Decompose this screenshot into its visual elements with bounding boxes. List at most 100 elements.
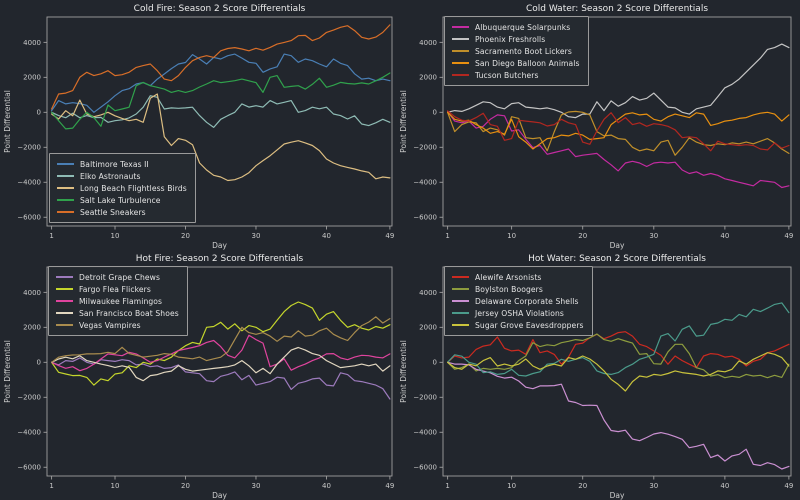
series-line-detroit-grape-chews: [50, 357, 391, 400]
x-tick-label: 10: [507, 232, 516, 240]
legend-swatch-line-icon: [452, 288, 469, 290]
legend-swatch-line-icon: [452, 312, 469, 314]
series-line-baltimore-texas-ii: [50, 53, 391, 113]
chart-hot-fire: −6000 −4000 −2000 0 2000 4000 1 10 20 30 40 49 Hot F…: [0, 250, 400, 500]
legend-item: Sacramento Boot Lickers: [452, 45, 580, 57]
legend-item: Boylston Boogers: [452, 283, 584, 295]
legend-item: Jersey OSHA Violations: [452, 307, 584, 319]
chart-title: Hot Water: Season 2 Score Differentials: [528, 254, 706, 264]
series-line-long-beach-flightless-birds: [50, 93, 391, 182]
x-tick-label: 30: [649, 482, 658, 490]
legend-item: Tucson Butchers: [452, 69, 580, 81]
axes-frame: [46, 16, 393, 227]
hot-water-plot: −6000 −4000 −2000 0 2000 4000 1 10 20 30 40 49 Hot W…: [400, 254, 793, 500]
y-tick-label: −6000: [413, 464, 437, 472]
x-tick-label: 10: [507, 482, 516, 490]
series-line-delaware-corporate-shells: [446, 361, 790, 470]
legend-swatch-line-icon: [57, 187, 74, 189]
series-line-sugar-grove-eavesdroppers: [446, 352, 790, 392]
y-tick-label: 2000: [23, 74, 41, 82]
x-tick-label: 1: [445, 232, 449, 240]
series-line-vegas-vampires: [50, 316, 391, 363]
legend-swatch-line-icon: [56, 324, 73, 326]
chart-title: Cold Fire: Season 2 Score Differentials: [134, 4, 306, 14]
legend-item: Albuquerque Solarpunks: [452, 21, 580, 33]
series-line-elko-astronauts: [50, 95, 391, 129]
y-tick-label: 4000: [23, 39, 41, 47]
legend-item: Delaware Corporate Shells: [452, 295, 584, 307]
legend-swatch-line-icon: [452, 26, 469, 28]
y-tick-label: −4000: [17, 179, 41, 187]
x-tick-label: 20: [181, 482, 190, 490]
legend-label: Alewife Arsonists: [475, 272, 542, 282]
y-tick-label: −2000: [17, 144, 41, 152]
legend-item: San Francisco Boat Shoes: [56, 307, 179, 319]
legend-label: Boylston Boogers: [475, 284, 543, 294]
y-tick-label: −4000: [413, 429, 437, 437]
x-tick-label: 40: [720, 482, 729, 490]
x-tick-label: 10: [111, 482, 120, 490]
series-line-alewife-arsonists: [446, 331, 790, 369]
y-tick-label: −6000: [17, 214, 41, 222]
y-tick-label: 4000: [419, 289, 437, 297]
legend-swatch-line-icon: [56, 288, 73, 290]
legend-swatch-line-icon: [452, 38, 469, 40]
x-tick-label: 1: [445, 482, 449, 490]
axes-frame: [442, 16, 792, 227]
legend-item: Vegas Vampires: [56, 319, 179, 331]
y-tick-label: −2000: [413, 144, 437, 152]
x-axis-label: Day: [610, 241, 625, 250]
legend-label: Albuquerque Solarpunks: [475, 22, 571, 32]
x-tick-label: 20: [181, 232, 190, 240]
legend-item: Seattle Sneakers: [57, 206, 187, 218]
legend-item: San Diego Balloon Animals: [452, 57, 580, 69]
legend-label: Fargo Flea Flickers: [79, 284, 151, 294]
x-tick-label: 49: [784, 482, 793, 490]
y-tick-label: −6000: [17, 464, 41, 472]
series-line-boylston-boogers: [446, 333, 790, 379]
series-line-milwaukee-flamingos: [50, 334, 391, 372]
legend-item: Fargo Flea Flickers: [56, 283, 179, 295]
legend-item: Sugar Grove Eavesdroppers: [452, 319, 584, 331]
x-tick-label: 49: [385, 482, 394, 490]
axes-frame: [46, 266, 393, 477]
legend-item: Detroit Grape Chews: [56, 271, 179, 283]
legend-label: Baltimore Texas II: [80, 159, 149, 169]
legend: Alewife Arsonists Boylston Boogers Delawar…: [444, 266, 593, 336]
y-tick-label: 2000: [419, 74, 437, 82]
cold-fire-plot: −6000 −4000 −2000 0 2000 4000 1 10 20 30 40 49 Cold …: [3, 4, 394, 250]
chart-cold-water: −6000 −4000 −2000 0 2000 4000 1 10 20 30 40 49 Cold …: [400, 0, 800, 250]
y-tick-label: 0: [433, 359, 437, 367]
legend-item: Elko Astronauts: [57, 170, 187, 182]
x-tick-label: 20: [578, 232, 587, 240]
legend-item: Milwaukee Flamingos: [56, 295, 179, 307]
legend-swatch-line-icon: [452, 300, 469, 302]
x-tick-label: 40: [720, 232, 729, 240]
y-tick-label: −4000: [17, 429, 41, 437]
legend-label: Phoenix Freshrolls: [475, 34, 546, 44]
x-tick-label: 49: [385, 232, 394, 240]
legend-swatch-line-icon: [56, 276, 73, 278]
y-tick-label: 2000: [419, 324, 437, 332]
axes-frame: [442, 266, 792, 477]
x-tick-label: 20: [578, 482, 587, 490]
legend-label: San Francisco Boat Shoes: [79, 308, 179, 318]
legend-label: Tucson Butchers: [475, 70, 539, 80]
legend-label: Seattle Sneakers: [80, 207, 146, 217]
legend-swatch-line-icon: [57, 175, 74, 177]
y-tick-label: −2000: [413, 394, 437, 402]
legend: Baltimore Texas II Elko Astronauts Long Be…: [49, 153, 196, 223]
x-tick-label: 30: [252, 232, 261, 240]
legend-swatch-line-icon: [56, 312, 73, 314]
series-line-albuquerque-solarpunks: [446, 110, 790, 189]
y-axis-label: Point Differential: [3, 340, 12, 403]
series-line-phoenix-freshrolls: [446, 43, 790, 119]
legend-item: Long Beach Flightless Birds: [57, 182, 187, 194]
chart-cold-fire: −6000 −4000 −2000 0 2000 4000 1 10 20 30 40 49 Cold …: [0, 0, 400, 250]
chart-title: Cold Water: Season 2 Score Differentials: [526, 4, 708, 14]
cold-water-plot: −6000 −4000 −2000 0 2000 4000 1 10 20 30 40 49 Cold …: [400, 4, 793, 250]
legend-swatch-line-icon: [56, 300, 73, 302]
x-tick-label: 49: [784, 232, 793, 240]
series-line-tucson-butchers: [446, 110, 790, 152]
legend-item: Salt Lake Turbulence: [57, 194, 187, 206]
